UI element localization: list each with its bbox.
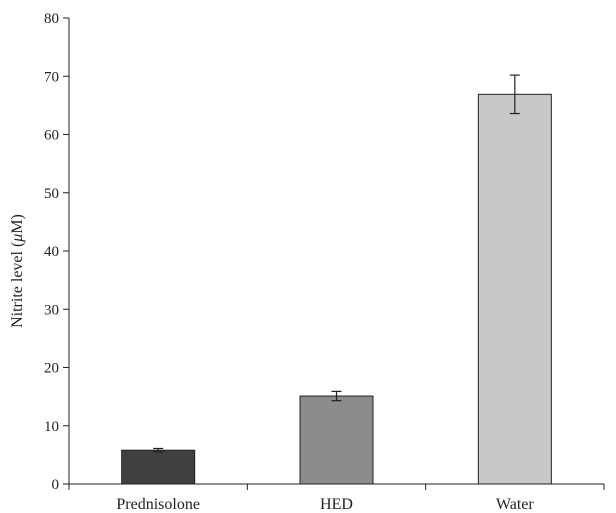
y-tick-label: 60: [44, 128, 59, 144]
bar-water: [477, 93, 552, 485]
bar-prednisolone: [121, 449, 196, 485]
y-axis-label-text: Nitrite level (: [9, 242, 26, 328]
x-category-label: Prednisolone: [116, 496, 200, 513]
bars-group: [121, 74, 552, 485]
x-axis: Prednisolone HED Water: [68, 483, 605, 513]
y-tick-label: 30: [44, 302, 59, 318]
y-axis-label-unit: M): [9, 214, 26, 234]
y-tick-label: 70: [44, 69, 59, 85]
y-tick-label: 50: [44, 186, 59, 202]
error-bar-prednisolone: [153, 447, 164, 453]
y-axis: 0 10 20 30 40 50 60 70 80: [44, 11, 70, 493]
bar-hed: [299, 395, 374, 485]
y-tick-label: 20: [44, 361, 59, 377]
error-bar-hed: [331, 390, 342, 402]
y-tick-label: 40: [44, 244, 59, 260]
x-category-label: Water: [496, 496, 534, 513]
error-bar-water: [509, 74, 520, 115]
y-tick-label: 10: [44, 419, 59, 435]
y-tick-label: 80: [44, 11, 59, 27]
y-tick-label: 0: [52, 477, 60, 493]
y-axis-label: Nitrite level (μM): [9, 214, 26, 328]
y-axis-label-symbol: μ: [9, 234, 26, 243]
x-category-label: HED: [320, 496, 353, 513]
